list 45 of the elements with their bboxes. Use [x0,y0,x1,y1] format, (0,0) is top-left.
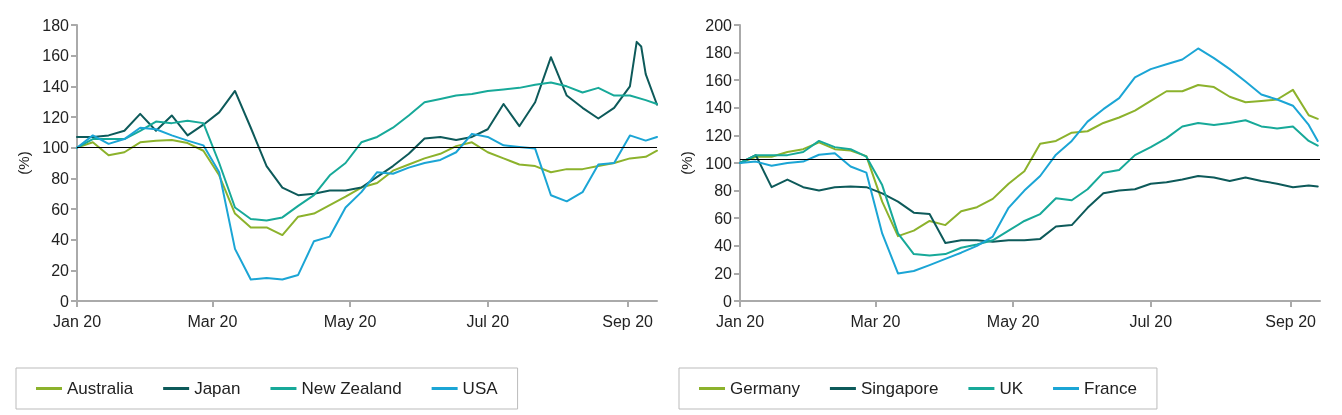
legend-label: USA [462,379,499,398]
x-tick-label: Jul 20 [466,312,510,330]
line-series [739,119,1319,257]
y-tick-label: 140 [42,77,70,95]
y-tick-label: 100 [705,154,733,172]
y-tick-label: 180 [705,44,733,62]
line-series [76,126,658,281]
legend-label: France [1084,379,1137,398]
line-series [739,47,1319,275]
y-tick-label: 60 [714,209,733,227]
x-tick-label: Mar 20 [850,312,901,330]
y-tick-label: 0 [60,292,70,310]
y-tick-label: 160 [42,47,70,65]
y-tick-label: 40 [714,237,733,255]
y-axis-title: (%) [678,151,695,175]
legend-label: Germany [730,379,801,398]
legend-label: Japan [194,379,241,398]
y-tick-label: 120 [42,108,70,126]
x-tick-label: Jan 20 [52,312,102,330]
x-tick-label: Jan 20 [715,312,765,330]
legend-label: Singapore [860,379,939,398]
y-tick-label: 100 [42,139,70,157]
y-tick-label: 120 [705,126,733,144]
y-tick-label: 60 [51,200,70,218]
legend-label: UK [999,379,1024,398]
x-tick-label: May 20 [986,312,1040,330]
x-tick-label: Sep 20 [1265,312,1317,330]
y-tick-label: 20 [714,264,733,282]
y-tick-label: 180 [42,16,70,34]
legend-label: New Zealand [301,379,402,398]
y-tick-label: 160 [705,71,733,89]
y-tick-label: 80 [51,169,70,187]
y-tick-label: 140 [705,99,733,117]
y-axis-title: (%) [15,151,32,175]
x-tick-label: Mar 20 [187,312,238,330]
x-tick-label: Jul 20 [1129,312,1173,330]
y-tick-label: 200 [705,16,733,34]
y-tick-label: 40 [51,231,70,249]
y-tick-label: 80 [714,182,733,200]
x-tick-label: May 20 [323,312,377,330]
x-tick-label: Sep 20 [602,312,654,330]
line-series [76,40,658,197]
y-tick-label: 20 [51,261,70,279]
y-tick-label: 0 [723,292,733,310]
legend-label: Australia [67,379,134,398]
